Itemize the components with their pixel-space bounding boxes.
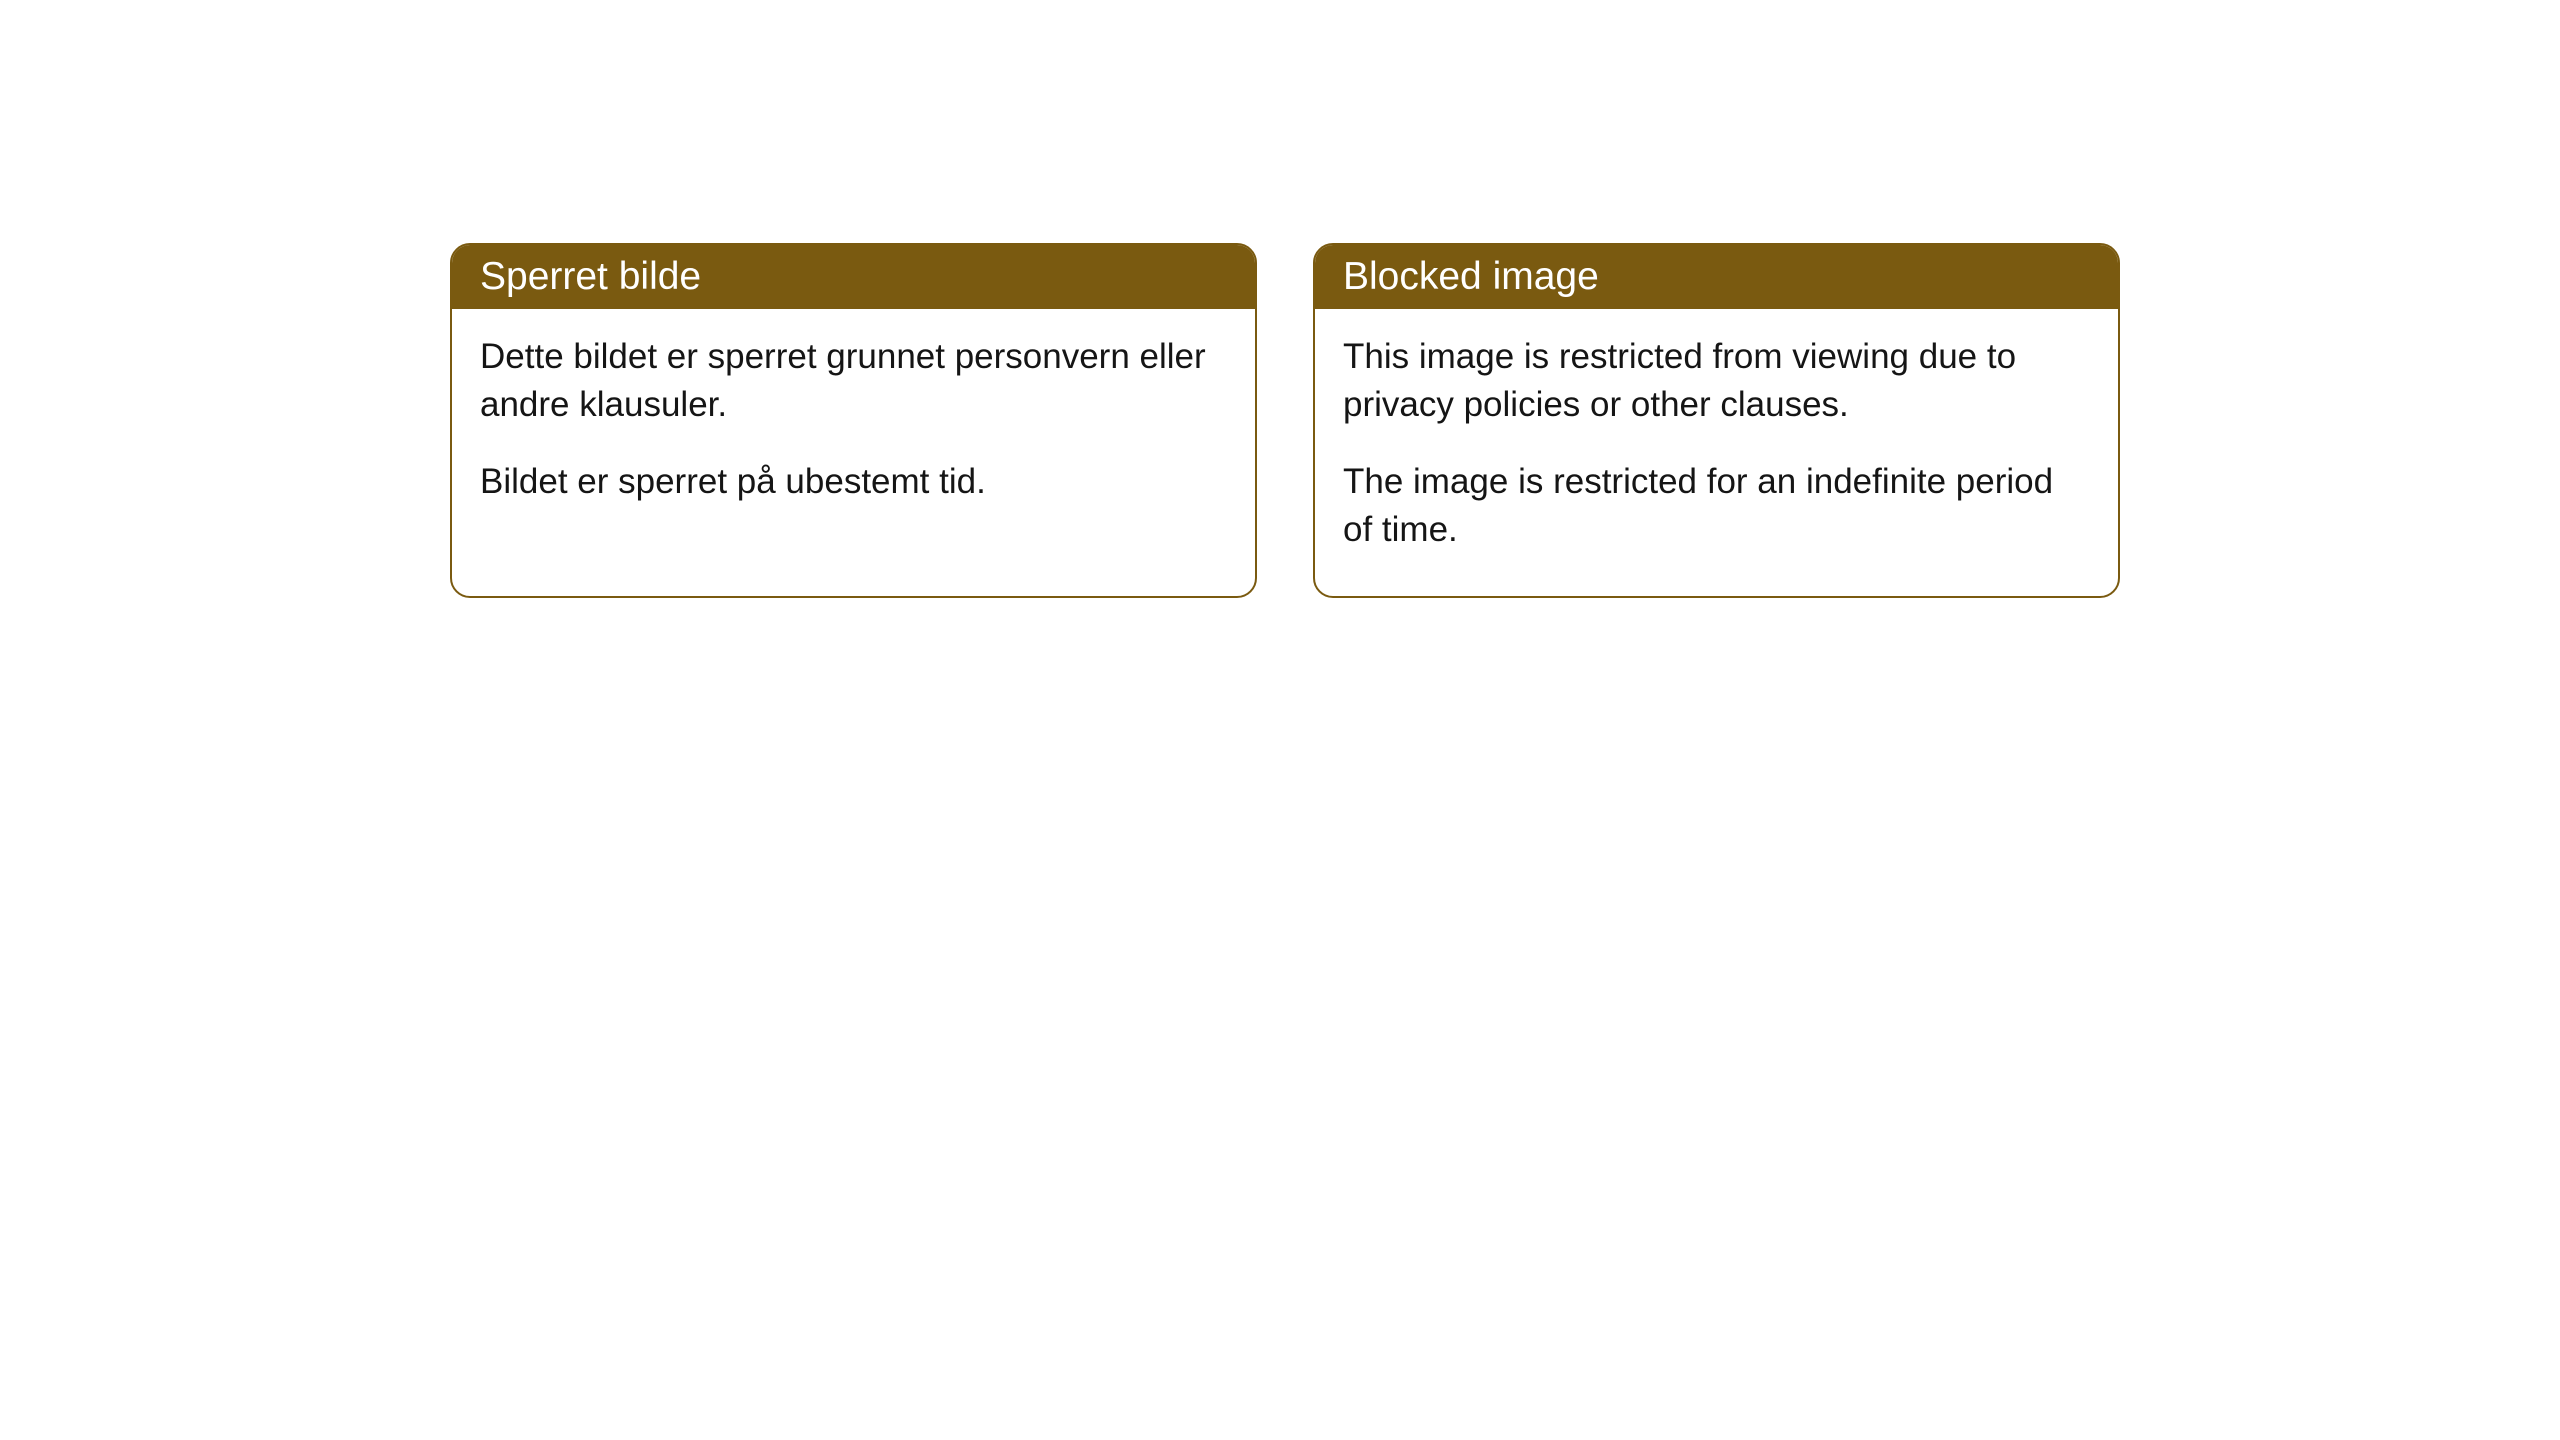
notice-cards-container: Sperret bilde Dette bildet er sperret gr… xyxy=(450,243,2120,598)
card-paragraph: Dette bildet er sperret grunnet personve… xyxy=(480,333,1227,430)
card-title: Blocked image xyxy=(1343,255,1599,298)
card-paragraph: Bildet er sperret på ubestemt tid. xyxy=(480,458,1227,506)
card-title: Sperret bilde xyxy=(480,255,701,298)
notice-card-norwegian: Sperret bilde Dette bildet er sperret gr… xyxy=(450,243,1257,598)
card-header: Sperret bilde xyxy=(452,245,1255,309)
card-header: Blocked image xyxy=(1315,245,2118,309)
card-paragraph: The image is restricted for an indefinit… xyxy=(1343,458,2090,555)
card-paragraph: This image is restricted from viewing du… xyxy=(1343,333,2090,430)
notice-card-english: Blocked image This image is restricted f… xyxy=(1313,243,2120,598)
card-body: Dette bildet er sperret grunnet personve… xyxy=(452,309,1255,548)
card-body: This image is restricted from viewing du… xyxy=(1315,309,2118,596)
